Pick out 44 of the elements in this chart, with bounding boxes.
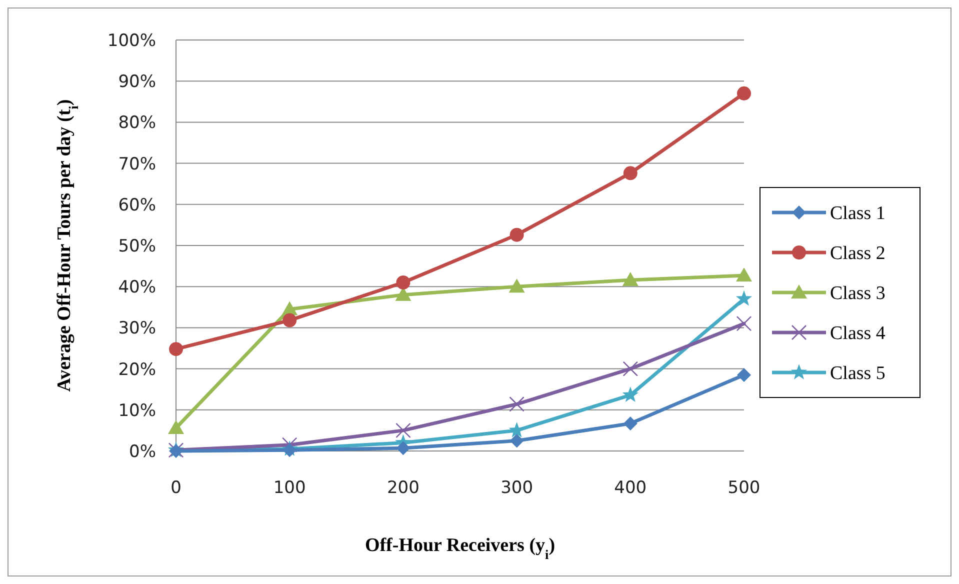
point: [396, 441, 410, 456]
legend-label: Class 4: [830, 323, 886, 344]
point: [508, 278, 525, 293]
point: [736, 316, 752, 332]
point: [623, 416, 638, 430]
legend-label: Class 5: [830, 363, 886, 384]
point: [510, 228, 524, 242]
point: [509, 396, 524, 412]
point: [169, 342, 183, 356]
point: [396, 422, 411, 438]
y-tick-label: 40%: [118, 278, 156, 298]
point: [737, 368, 751, 382]
y-tick-label: 10%: [118, 400, 156, 421]
point: [736, 268, 752, 282]
y-tick-label: 80%: [118, 113, 156, 134]
x-tick-label: 500: [728, 478, 760, 498]
y-tick-label: 100%: [107, 30, 156, 51]
point: [737, 86, 751, 100]
y-tick-label: 50%: [118, 236, 156, 256]
point: [736, 290, 752, 306]
legend-label: Class 2: [830, 243, 886, 264]
x-tick-label: 200: [386, 478, 420, 498]
y-tick-label: 30%: [118, 318, 156, 339]
point: [622, 361, 638, 376]
x-tick-label: 300: [500, 478, 534, 498]
x-tick-label: 0: [170, 478, 182, 498]
point: [282, 313, 297, 328]
point: [396, 275, 410, 290]
legend-label: Class 3: [830, 283, 886, 304]
legend-label: Class 1: [830, 203, 886, 224]
point: [622, 272, 638, 286]
point: [282, 443, 297, 458]
x-tick-label: 100: [273, 478, 306, 498]
x-tick-label: 400: [614, 478, 647, 498]
point: [622, 386, 638, 402]
point: [623, 166, 638, 180]
y-tick-label: 90%: [118, 72, 156, 92]
y-tick-label: 20%: [118, 360, 156, 380]
point: [168, 420, 184, 434]
y-tick-label: 60%: [118, 195, 156, 216]
x-axis-title: Off-Hour Receivers (y$_{i}$): [364, 535, 556, 562]
point: [510, 434, 524, 448]
y-tick-label: 70%: [118, 154, 156, 174]
y-tick-label: 0%: [129, 442, 156, 462]
